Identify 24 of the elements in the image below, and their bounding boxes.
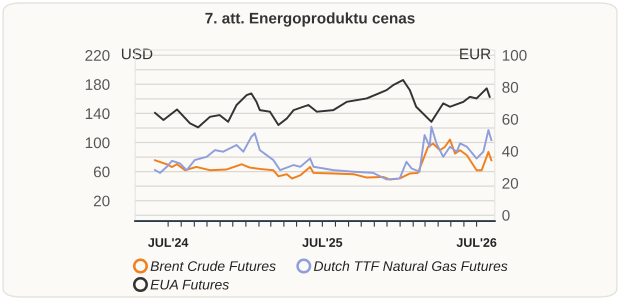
y-tick-label: 60 xyxy=(94,166,110,178)
x-tick-label: JUL'25 xyxy=(302,238,342,247)
y2-tick-label: 0 xyxy=(502,210,510,221)
x-tick-label: JUL'26 xyxy=(456,238,496,247)
y2-axis-title: EUR xyxy=(460,48,490,60)
y-tick-label: 140 xyxy=(86,108,110,120)
y-axis-title: USD xyxy=(122,48,152,60)
y2-tick-label: 100 xyxy=(502,50,527,61)
line-series xyxy=(154,138,492,181)
legend-label: EUA Futures xyxy=(150,280,229,290)
y-tick-label: 20 xyxy=(94,196,110,206)
y-tick-label: 180 xyxy=(86,79,110,90)
chart-title: 7. att. Energoproduktu cenas xyxy=(205,12,415,27)
y2-tick-label: 80 xyxy=(502,82,518,93)
y-tick-label: 100 xyxy=(86,137,110,148)
line-series xyxy=(154,79,491,128)
x-tick-label: JUL'24 xyxy=(148,238,188,247)
y2-tick-label: 20 xyxy=(502,178,518,189)
legend-label: Brent Crude Futures xyxy=(150,260,276,272)
legend-label: Dutch TTF Natural Gas Futures xyxy=(314,260,508,272)
y2-tick-label: 60 xyxy=(502,114,518,125)
y-tick-label: 220 xyxy=(85,50,110,61)
y2-tick-label: 40 xyxy=(502,146,518,157)
line-series xyxy=(154,126,492,180)
